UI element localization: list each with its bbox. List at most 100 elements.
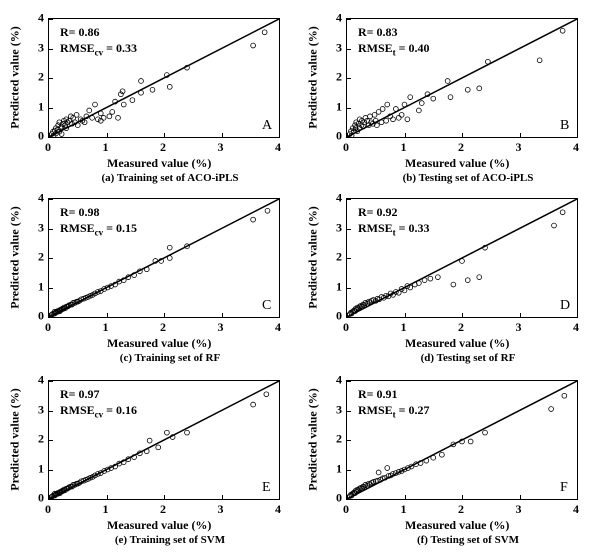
data-point: [448, 95, 453, 100]
ytick: [347, 108, 351, 109]
data-point: [485, 59, 490, 64]
xtick-label: 1: [401, 140, 407, 155]
xtick: [222, 133, 223, 137]
panel-F: 0011223344Measured value (%)Predicted va…: [298, 380, 588, 556]
xtick: [405, 133, 406, 137]
ytick-label: 3: [30, 40, 44, 55]
xtick-label: 4: [573, 140, 579, 155]
panel-caption: (c) Training set of RF: [85, 352, 255, 364]
ytick: [49, 381, 53, 382]
xtick: [462, 313, 463, 317]
panel-E: 0011223344Measured value (%)Predicted va…: [0, 380, 290, 556]
stat-box: R= 0.86RMSEcv = 0.33: [60, 24, 137, 59]
r-value: 0.83: [377, 25, 398, 39]
stat-box: R= 0.91RMSEt = 0.27: [358, 386, 430, 421]
xtick-label: 2: [160, 502, 166, 517]
xtick: [107, 133, 108, 137]
panel-letter: B: [560, 118, 569, 134]
ytick-label: 4: [30, 11, 44, 26]
xtick-label: 1: [401, 502, 407, 517]
xtick-label: 2: [160, 320, 166, 335]
data-point: [139, 79, 144, 84]
xtick-label: 3: [516, 140, 522, 155]
data-point: [460, 259, 465, 264]
ytick-label: 2: [328, 70, 342, 85]
ytick: [49, 199, 53, 200]
panel-caption: (b) Testing set of ACO-iPLS: [383, 172, 553, 184]
xtick-label: 2: [458, 320, 464, 335]
data-point: [435, 275, 440, 280]
data-point: [451, 282, 456, 287]
ytick: [347, 440, 351, 441]
stat-box: R= 0.92RMSEt = 0.33: [358, 204, 430, 239]
r-value: 0.92: [377, 205, 398, 219]
data-point: [445, 79, 450, 84]
xtick: [520, 313, 521, 317]
ytick-label: 1: [30, 279, 44, 294]
data-point: [477, 275, 482, 280]
xtick-label: 2: [160, 140, 166, 155]
xtick-label: 0: [343, 320, 349, 335]
xlabel: Measured value (%): [405, 336, 509, 351]
xlabel: Measured value (%): [107, 156, 211, 171]
data-point: [95, 117, 100, 122]
data-point: [139, 90, 144, 95]
data-point: [130, 98, 135, 103]
data-point: [396, 115, 401, 120]
xtick-label: 0: [45, 320, 51, 335]
panel-letter: F: [560, 480, 568, 496]
ytick: [49, 440, 53, 441]
panel-caption: (e) Training set of SVM: [85, 534, 255, 546]
xtick-label: 4: [573, 320, 579, 335]
data-point: [121, 102, 126, 107]
data-point: [116, 115, 121, 120]
data-point: [562, 393, 567, 398]
xtick-label: 1: [401, 320, 407, 335]
data-point: [468, 439, 473, 444]
data-point: [384, 118, 389, 123]
ytick-label: 0: [328, 129, 342, 144]
panel-caption: (f) Testing set of SVM: [383, 534, 553, 546]
data-point: [156, 445, 161, 450]
data-point: [251, 217, 256, 222]
data-point: [379, 120, 384, 125]
xtick-label: 3: [516, 502, 522, 517]
ytick: [347, 137, 351, 138]
xtick: [462, 133, 463, 137]
rmse-sub: t: [393, 48, 396, 58]
rmse-value: 0.33: [409, 221, 430, 235]
rmse-sub: t: [393, 410, 396, 420]
rmse-value: 0.40: [409, 41, 430, 55]
xtick: [164, 313, 165, 317]
data-point: [408, 95, 413, 100]
data-point: [107, 114, 112, 119]
ytick-label: 4: [30, 191, 44, 206]
xtick: [405, 495, 406, 499]
ytick: [49, 317, 53, 318]
data-point: [101, 115, 106, 120]
panel-letter: E: [262, 480, 271, 496]
data-point: [167, 256, 172, 261]
xtick-label: 1: [103, 320, 109, 335]
data-point: [251, 43, 256, 48]
panel-C: 0011223344Measured value (%)Predicted va…: [0, 198, 290, 374]
ytick: [347, 19, 351, 20]
data-point: [549, 407, 554, 412]
ytick: [347, 499, 351, 500]
stat-box: R= 0.97RMSEcv = 0.16: [60, 386, 137, 421]
data-point: [439, 452, 444, 457]
ytick: [347, 49, 351, 50]
ytick-label: 2: [30, 250, 44, 265]
ytick-label: 2: [328, 432, 342, 447]
xlabel: Measured value (%): [405, 156, 509, 171]
data-point: [251, 402, 256, 407]
ytick-label: 2: [30, 432, 44, 447]
ytick-label: 2: [30, 70, 44, 85]
ylabel: Predicted value (%): [8, 385, 23, 495]
rmse-label: RMSE: [358, 221, 393, 235]
data-point: [477, 86, 482, 91]
ytick-label: 3: [30, 220, 44, 235]
xtick-label: 1: [103, 140, 109, 155]
ytick: [49, 108, 53, 109]
panel-letter: A: [262, 118, 272, 134]
